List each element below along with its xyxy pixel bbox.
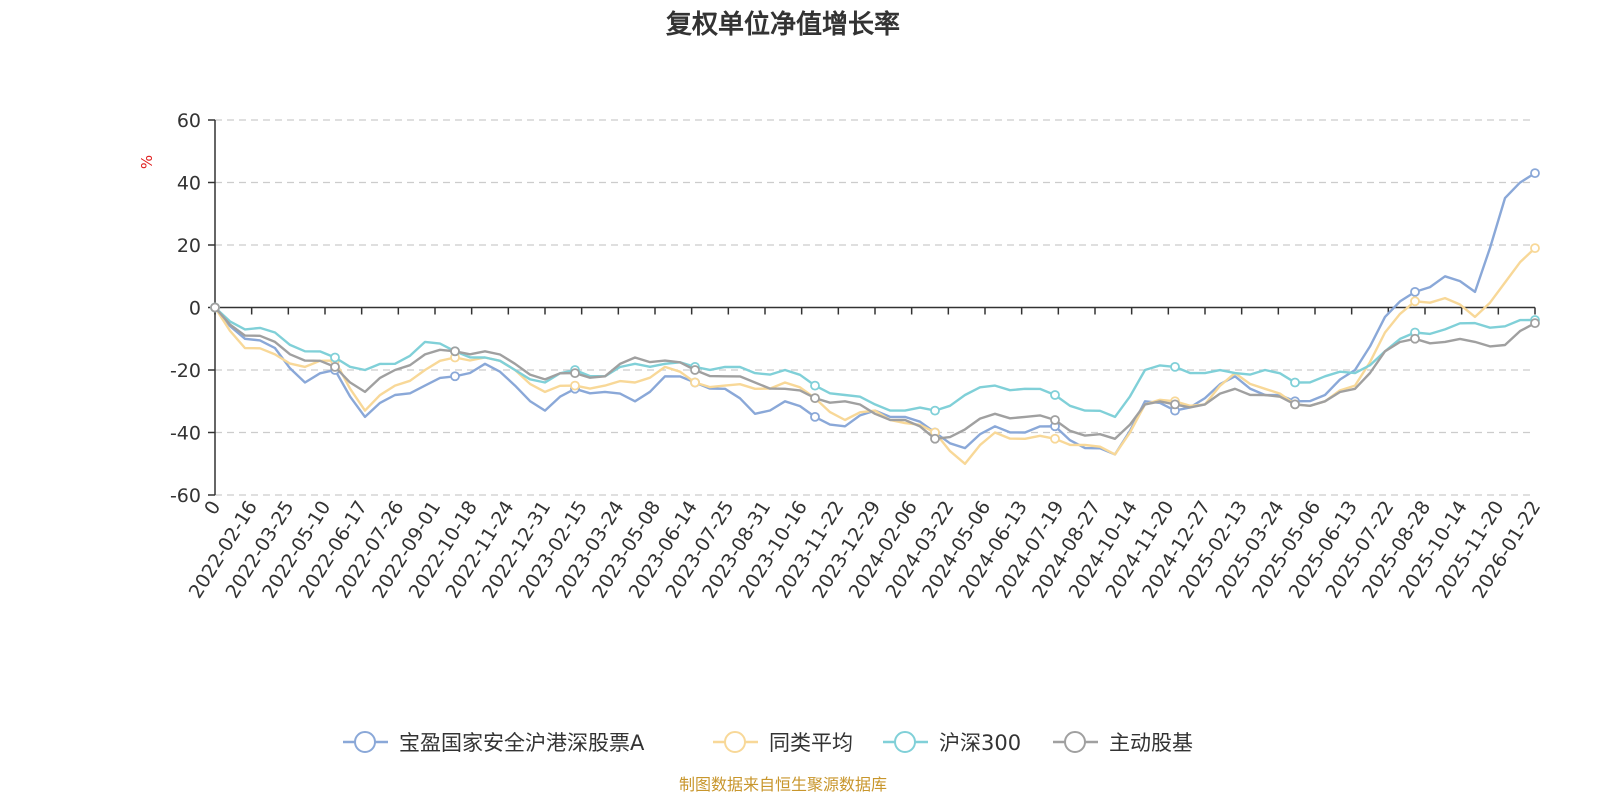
x-tick-label: 0 [200, 497, 225, 519]
data-point [1530, 243, 1540, 254]
data-point [1530, 168, 1540, 179]
y-tick-label: 0 [189, 298, 201, 320]
data-point [1050, 390, 1060, 400]
legend-swatch-marker [1064, 731, 1086, 753]
data-point [450, 346, 460, 357]
data-point [1050, 415, 1060, 425]
chart-title: 复权单位净值增长率 [666, 9, 900, 40]
data-point [810, 393, 820, 404]
series-2 [210, 302, 1540, 419]
series-lines [210, 168, 1540, 465]
y-axis: 60 40 20 0 -20 -40 -60 [170, 110, 216, 507]
data-point [810, 380, 820, 391]
data-point [1170, 399, 1180, 410]
data-point [570, 368, 580, 379]
data-point [1410, 286, 1420, 297]
y-tick-label: 20 [177, 235, 201, 257]
series-line [214, 306, 1536, 419]
legend-item: 同类平均 [713, 731, 853, 755]
series-line [213, 247, 1536, 465]
data-point [1410, 333, 1420, 344]
y-tick-label: 60 [177, 110, 201, 132]
data-source-note: 制图数据来自恒生聚源数据库 [679, 775, 887, 794]
legend-swatch-marker [894, 731, 916, 753]
gridlines [215, 119, 1535, 496]
data-point [210, 302, 220, 313]
legend-item: 宝盈国家安全沪港深股票A [343, 731, 645, 755]
y-tick-label: 40 [177, 173, 201, 195]
legend-label: 同类平均 [769, 731, 853, 755]
x-axis: 02022-02-162022-03-252022-05-102022-06-1… [185, 306, 1545, 602]
y-tick-label: -40 [170, 423, 201, 445]
data-point [330, 352, 340, 363]
data-point [930, 405, 940, 416]
data-point [1290, 377, 1300, 388]
data-point [1410, 296, 1420, 307]
legend-swatch-marker [354, 731, 376, 753]
legend-label: 宝盈国家安全沪港深股票A [399, 731, 645, 755]
data-point [1530, 318, 1540, 329]
legend-item: 主动股基 [1053, 731, 1193, 755]
series-line [214, 306, 1536, 440]
data-point [330, 361, 340, 372]
legend-label: 沪深300 [939, 731, 1021, 755]
data-point [1170, 361, 1180, 372]
y-tick-label: -60 [170, 485, 201, 507]
data-point [810, 411, 820, 422]
legend-item: 沪深300 [883, 731, 1021, 755]
series-3 [210, 302, 1540, 444]
series-1 [210, 243, 1540, 465]
data-point [570, 380, 580, 391]
data-point [690, 377, 700, 388]
legend-label: 主动股基 [1109, 731, 1193, 755]
legend-swatch-marker [724, 731, 746, 753]
y-tick-label: -20 [170, 360, 201, 382]
data-point [1290, 399, 1300, 410]
data-point [1050, 433, 1060, 444]
data-point [930, 433, 940, 444]
data-point [450, 371, 460, 382]
data-point [690, 365, 700, 375]
legend: 宝盈国家安全沪港深股票A 同类平均 沪深300 主动股基 [343, 731, 1193, 755]
y-axis-unit: % [138, 155, 156, 169]
